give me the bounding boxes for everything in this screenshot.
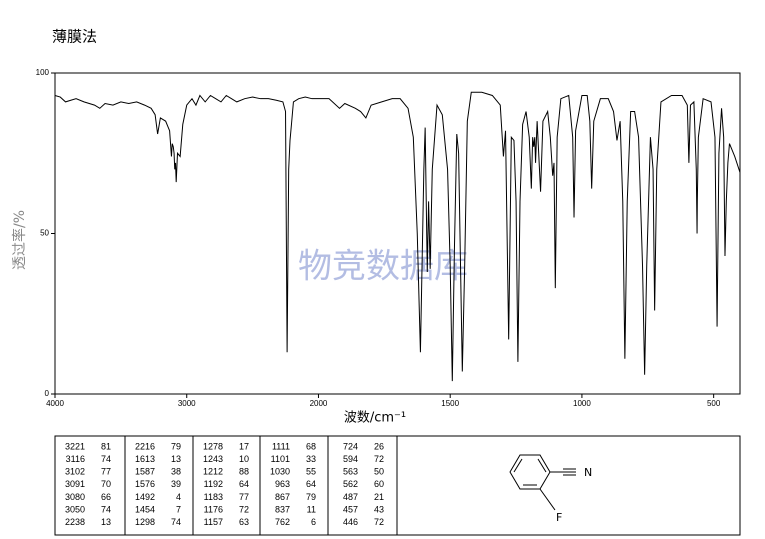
wavenumber-cell: 563 bbox=[343, 467, 358, 477]
wavenumber-cell: 487 bbox=[343, 492, 358, 502]
wavenumber-cell: 3116 bbox=[66, 454, 85, 464]
wavenumber-cell: 762 bbox=[275, 517, 290, 527]
wavenumber-cell: 1030 bbox=[270, 467, 290, 477]
transmittance-cell: 38 bbox=[171, 467, 181, 477]
benzene-ring bbox=[509, 454, 551, 490]
transmittance-cell: 11 bbox=[307, 504, 316, 514]
wavenumber-cell: 1576 bbox=[135, 479, 155, 489]
wavenumber-cell: 1111 bbox=[272, 441, 290, 451]
transmittance-cell: 66 bbox=[101, 492, 111, 502]
transmittance-cell: 79 bbox=[171, 441, 181, 451]
spectrum-line bbox=[54, 91, 741, 382]
transmittance-cell: 10 bbox=[239, 454, 249, 464]
transmittance-cell: 74 bbox=[101, 504, 111, 514]
wavenumber-cell: 724 bbox=[343, 441, 358, 451]
wavenumber-cell: 1192 bbox=[204, 479, 223, 489]
watermark: 物竞数据库 bbox=[298, 247, 468, 287]
transmittance-cell: 26 bbox=[374, 441, 384, 451]
x-tick-label: 500 bbox=[707, 399, 721, 408]
transmittance-cell: 13 bbox=[171, 454, 181, 464]
wavenumber-cell: 963 bbox=[275, 479, 290, 489]
transmittance-cell: 50 bbox=[374, 467, 384, 477]
double-bond bbox=[537, 458, 547, 473]
transmittance-cell: 64 bbox=[306, 479, 316, 489]
transmittance-cell: 72 bbox=[374, 517, 384, 527]
double-bond bbox=[513, 458, 523, 473]
chart-title: 薄膜法 bbox=[52, 28, 97, 46]
wavenumber-cell: 1183 bbox=[204, 492, 223, 502]
wavenumber-cell: 3091 bbox=[65, 479, 85, 489]
transmittance-cell: 74 bbox=[171, 517, 181, 527]
transmittance-cell: 39 bbox=[171, 479, 181, 489]
table-dividers bbox=[124, 436, 398, 535]
wavenumber-cell: 867 bbox=[275, 492, 290, 502]
x-tick-label: 1000 bbox=[573, 399, 591, 408]
transmittance-cell: 6 bbox=[311, 517, 316, 527]
transmittance-cell: 79 bbox=[306, 492, 316, 502]
wavenumber-cell: 1176 bbox=[204, 504, 223, 514]
y-axis-label: 透过率/% bbox=[11, 210, 28, 270]
transmittance-cell: 4 bbox=[176, 492, 181, 502]
transmittance-cell: 64 bbox=[239, 479, 249, 489]
molecule bbox=[509, 454, 576, 511]
atom-label: N bbox=[584, 466, 592, 479]
transmittance-cell: 88 bbox=[239, 467, 249, 477]
transmittance-cell: 60 bbox=[374, 479, 384, 489]
wavenumber-cell: 1587 bbox=[135, 467, 155, 477]
transmittance-cell: 70 bbox=[101, 479, 111, 489]
wavenumber-cell: 1492 bbox=[135, 492, 155, 502]
transmittance-cell: 74 bbox=[101, 454, 111, 464]
transmittance-cell: 77 bbox=[239, 492, 249, 502]
transmittance-cell: 33 bbox=[306, 454, 316, 464]
wavenumber-cell: 3102 bbox=[65, 467, 85, 477]
wavenumber-cell: 1212 bbox=[203, 467, 223, 477]
wavenumber-cell: 446 bbox=[343, 517, 358, 527]
y-tick-label: 0 bbox=[45, 389, 50, 398]
wavenumber-cell: 2238 bbox=[65, 517, 85, 527]
wavenumber-cell: 1298 bbox=[135, 517, 155, 527]
transmittance-cell: 72 bbox=[374, 454, 384, 464]
x-tick-label: 1500 bbox=[441, 399, 459, 408]
wavenumber-cell: 1101 bbox=[271, 454, 290, 464]
transmittance-cell: 7 bbox=[176, 504, 181, 514]
transmittance-cell: 81 bbox=[101, 441, 111, 451]
transmittance-cell: 43 bbox=[374, 504, 384, 514]
x-axis-label: 波数/cm⁻¹ bbox=[344, 411, 406, 426]
transmittance-cell: 77 bbox=[101, 467, 111, 477]
wavenumber-cell: 562 bbox=[343, 479, 358, 489]
atom-label: F bbox=[556, 511, 562, 524]
wavenumber-cell: 1243 bbox=[203, 454, 223, 464]
wavenumber-cell: 1278 bbox=[203, 441, 223, 451]
wavenumber-cell: 594 bbox=[343, 454, 358, 464]
wavenumber-cell: 3221 bbox=[65, 441, 85, 451]
wavenumber-cell: 1613 bbox=[135, 454, 155, 464]
transmittance-cell: 21 bbox=[374, 492, 384, 502]
wavenumber-cell: 837 bbox=[275, 504, 290, 514]
wavenumber-cell: 3050 bbox=[65, 504, 85, 514]
wavenumber-cell: 457 bbox=[343, 504, 358, 514]
wavenumber-cell: 2216 bbox=[135, 441, 155, 451]
wavenumber-cell: 1157 bbox=[204, 517, 223, 527]
y-tick-label: 50 bbox=[40, 229, 49, 238]
transmittance-cell: 72 bbox=[239, 504, 249, 514]
transmittance-cell: 17 bbox=[239, 441, 249, 451]
wavenumber-cell: 3080 bbox=[65, 492, 85, 502]
transmittance-cell: 55 bbox=[306, 467, 316, 477]
y-tick-label: 100 bbox=[36, 68, 50, 77]
transmittance-cell: 13 bbox=[101, 517, 111, 527]
bond bbox=[539, 488, 556, 511]
plot-frame bbox=[54, 72, 741, 395]
transmittance-cell: 68 bbox=[306, 441, 316, 451]
x-tick-label: 4000 bbox=[46, 399, 64, 408]
x-tick-label: 2000 bbox=[310, 399, 328, 408]
x-tick-label: 3000 bbox=[178, 399, 196, 408]
transmittance-cell: 63 bbox=[239, 517, 249, 527]
wavenumber-cell: 1454 bbox=[135, 504, 155, 514]
